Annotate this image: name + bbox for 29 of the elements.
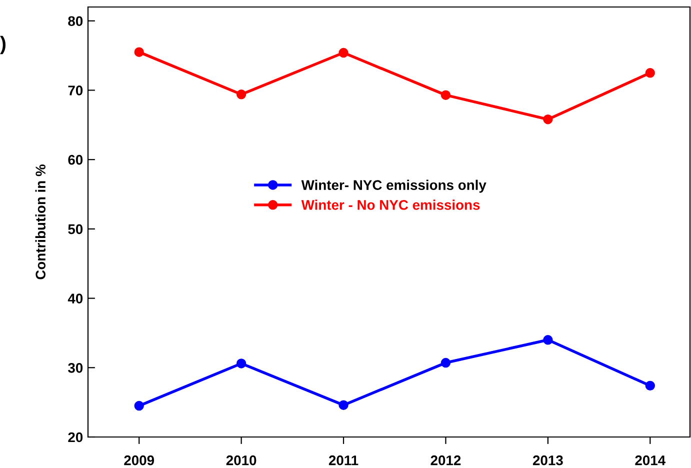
point bbox=[236, 358, 246, 368]
point bbox=[134, 400, 144, 411]
legend-label: Winter- NYC emissions only bbox=[301, 180, 486, 193]
point bbox=[134, 47, 144, 57]
y-axis-title: Contribution in % bbox=[35, 164, 46, 280]
y-tick-label: 30 bbox=[68, 362, 83, 373]
point bbox=[236, 90, 246, 100]
text: ) bbox=[0, 36, 6, 54]
x-tick-label: 2011 bbox=[328, 455, 358, 466]
y-tick-label: 80 bbox=[68, 16, 83, 26]
x-tick-label: 2014 bbox=[635, 455, 666, 466]
y-tick-label: 40 bbox=[68, 294, 83, 304]
point bbox=[645, 68, 655, 78]
x-tick-label: 2009 bbox=[124, 455, 154, 466]
point bbox=[440, 358, 451, 368]
y-tick-label: 70 bbox=[68, 86, 83, 96]
point bbox=[440, 90, 451, 100]
point bbox=[543, 114, 553, 124]
y-tick-label: 20 bbox=[68, 432, 83, 442]
legend-label: Winter - No NYC emissions bbox=[301, 200, 480, 210]
y-tick-label: 60 bbox=[68, 154, 83, 165]
point bbox=[338, 400, 348, 410]
y-tick-label: 50 bbox=[68, 224, 83, 234]
x-tick-label: 2013 bbox=[532, 455, 563, 466]
point bbox=[338, 48, 348, 58]
x-tick-label: 2010 bbox=[226, 455, 256, 466]
point bbox=[543, 335, 553, 345]
point bbox=[645, 380, 655, 391]
x-tick-label: 2012 bbox=[430, 455, 461, 466]
